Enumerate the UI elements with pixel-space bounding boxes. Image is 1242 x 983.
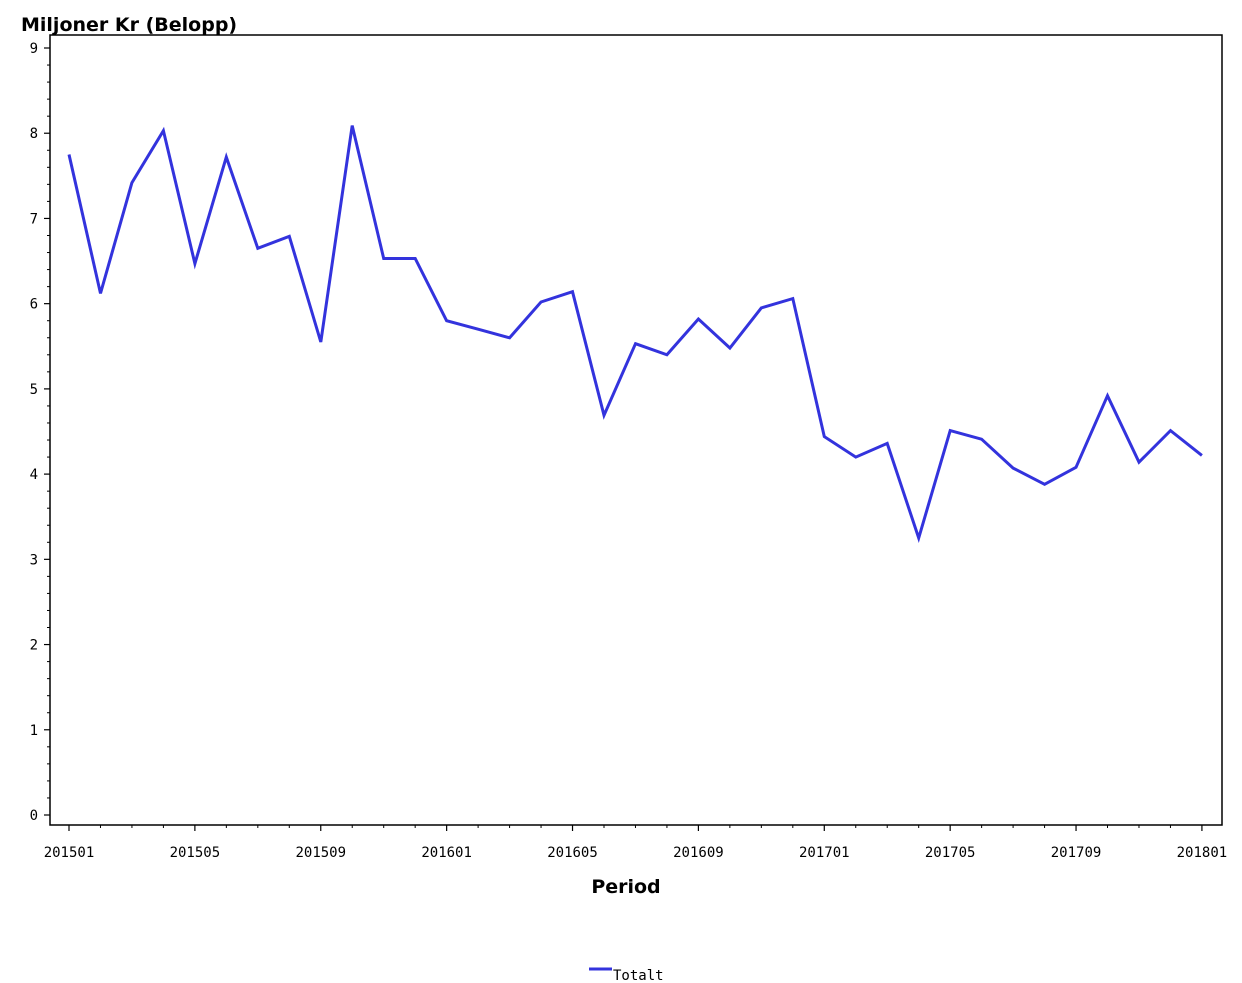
x-tick-label: 201609 — [673, 845, 724, 861]
x-axis-label: Period — [591, 876, 660, 898]
y-tick-label: 0 — [30, 808, 38, 824]
x-tick-label: 201505 — [170, 845, 221, 861]
x-tick-label: 201509 — [295, 845, 346, 861]
y-tick-label: 2 — [30, 638, 38, 654]
x-tick-label: 201709 — [1051, 845, 1102, 861]
series-line-totalt — [67, 125, 1203, 544]
x-axis-ticks: 201501 201505 201509 201601 201605 201609 2017… — [44, 825, 1227, 861]
x-tick-label: 201605 — [547, 845, 598, 861]
x-tick-label: 201801 — [1177, 845, 1228, 861]
x-tick-label: 201705 — [925, 845, 976, 861]
plot-frame — [49, 34, 1223, 826]
y-tick-label: 7 — [30, 211, 38, 227]
y-tick-label: 3 — [30, 552, 38, 568]
legend-label-totalt: Totalt — [613, 968, 664, 983]
y-axis-ticks: 0 1 2 3 4 5 6 7 8 9 — [30, 41, 50, 824]
x-tick-label: 201501 — [44, 845, 95, 861]
y-tick-label: 1 — [30, 723, 38, 739]
x-tick-label: 201701 — [799, 845, 850, 861]
y-tick-label: 9 — [30, 41, 38, 57]
y-axis-label: Miljoner Kr (Belopp) — [21, 14, 237, 36]
legend: Totalt — [589, 967, 664, 983]
y-tick-label: 6 — [30, 297, 38, 313]
y-tick-label: 5 — [30, 382, 38, 398]
y-tick-label: 4 — [30, 467, 38, 483]
x-tick-label: 201601 — [421, 845, 472, 861]
y-tick-label: 8 — [30, 126, 38, 142]
